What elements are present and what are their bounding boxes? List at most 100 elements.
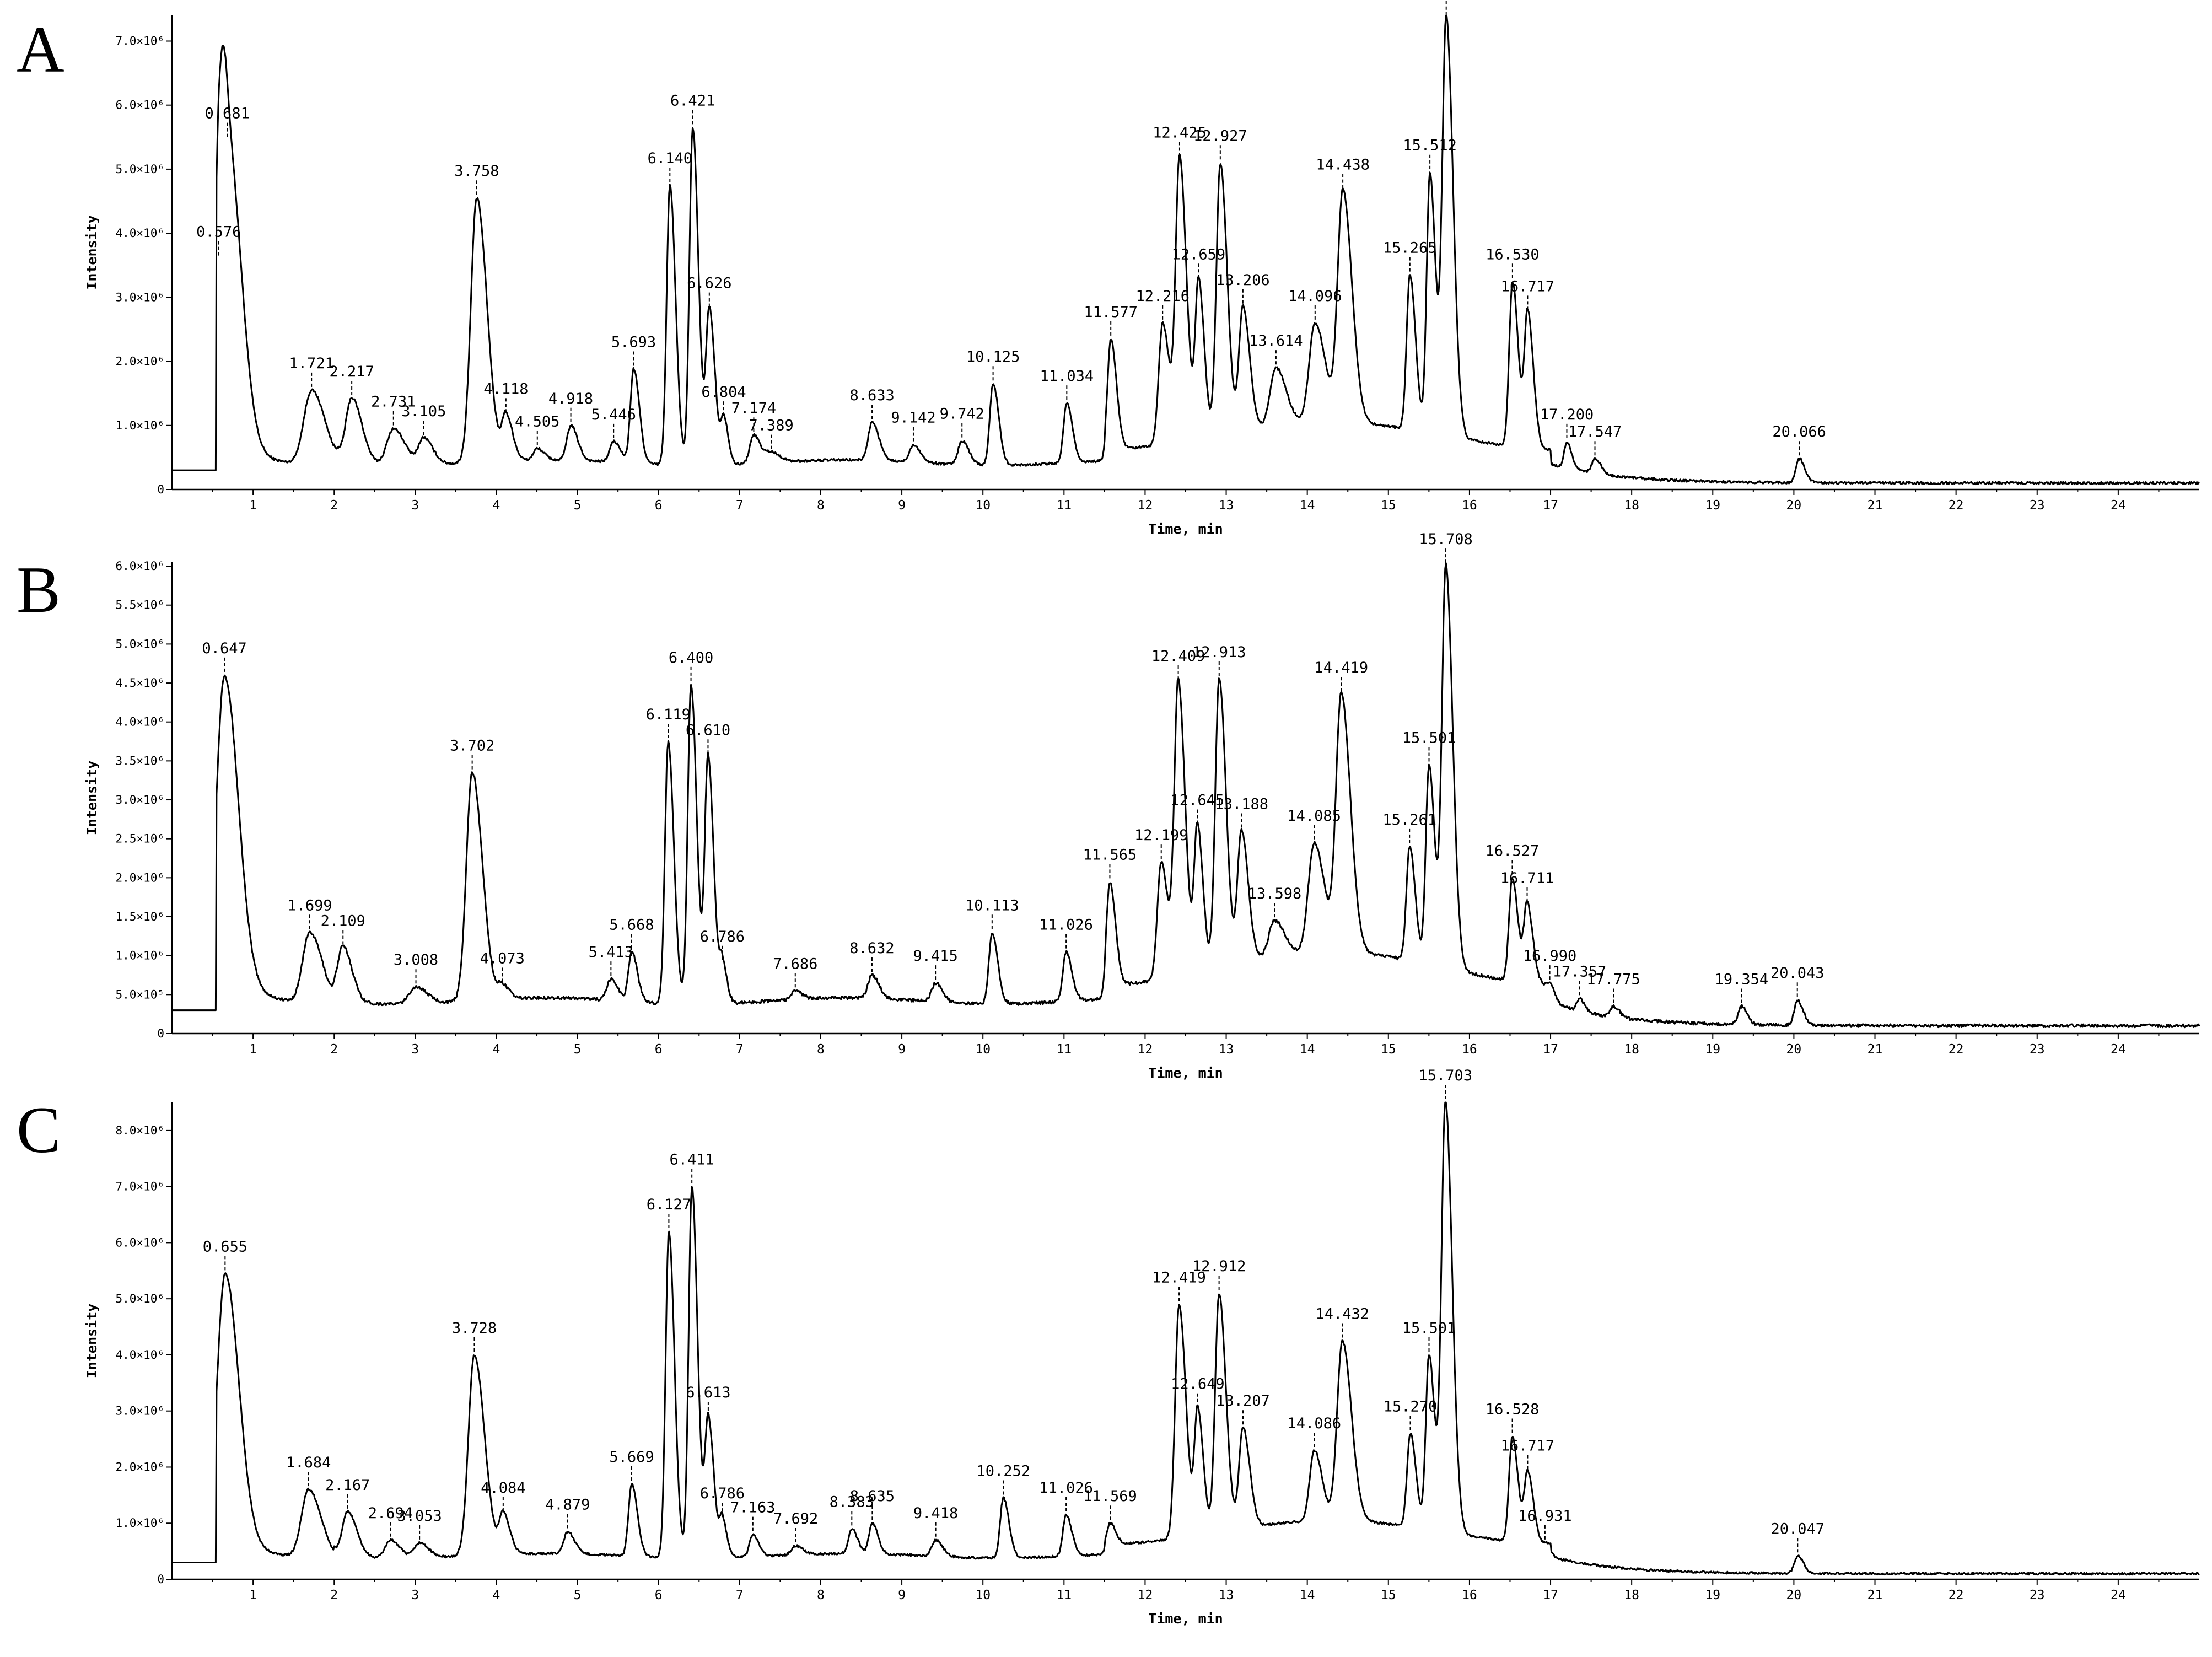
peak-label: 14.432: [1315, 1306, 1369, 1323]
x-tick-label: 16: [1462, 498, 1477, 513]
x-tick-label: 11: [1056, 1042, 1072, 1057]
peak-label: 3.702: [450, 738, 494, 755]
peak-label: 15.265: [1383, 240, 1437, 257]
x-tick-label: 10: [975, 1588, 991, 1602]
peak-label: 0.681: [205, 105, 250, 122]
x-tick-label: 17: [1543, 498, 1558, 513]
peak-label: 8.633: [849, 387, 894, 404]
x-tick-label: 4: [493, 1042, 500, 1057]
peak-label: 12.425: [1153, 124, 1207, 141]
y-tick-label: 2.0×10⁶: [115, 355, 164, 368]
x-tick-label: 8: [817, 1042, 825, 1057]
peak-label: 14.085: [1287, 808, 1341, 825]
peak-label: 2.109: [321, 913, 365, 930]
y-tick-label: 5.0×10⁶: [115, 637, 164, 650]
x-tick-label: 5: [574, 1042, 582, 1057]
peak-label: 6.610: [686, 722, 730, 739]
x-tick-label: 20: [1786, 1588, 1802, 1602]
chromatogram-panel-c: C1 2 3 4 5 6 7 8 9 10 11 12 13 14 15 16 17 18 19 20 21 22 23 24…: [17, 1067, 2200, 1627]
peak-label: 14.438: [1316, 157, 1370, 174]
y-tick-label: 3.0×10⁶: [115, 1405, 164, 1418]
peak-label: 16.530: [1486, 246, 1540, 263]
peak-label: 12.927: [1193, 127, 1247, 144]
x-tick-label: 23: [2030, 1042, 2045, 1057]
y-axis-title: Intensity: [84, 1304, 100, 1378]
peak-label: 5.446: [591, 406, 636, 423]
x-tick-label: 15: [1381, 1042, 1396, 1057]
x-tick-label: 16: [1462, 1042, 1477, 1057]
peak-label: 5.669: [609, 1449, 654, 1466]
peak-label: 15.501: [1402, 1320, 1456, 1337]
y-tick-label: 8.0×10⁶: [115, 1124, 164, 1137]
peak-label: 20.047: [1771, 1520, 1825, 1537]
x-tick-label: 21: [1867, 498, 1883, 513]
peak-label: 13.614: [1249, 332, 1303, 349]
x-tick-label: 9: [898, 1588, 906, 1602]
x-axis-title: Time, min: [1148, 1065, 1223, 1081]
y-tick-label: 5.0×10⁶: [115, 1292, 164, 1305]
x-tick-label: 22: [1949, 1042, 1964, 1057]
peak-label: 13.598: [1248, 885, 1302, 902]
peak-label: 14.086: [1288, 1415, 1342, 1432]
y-tick-label: 5.0×10⁵: [115, 988, 164, 1001]
peak-label: 13.207: [1216, 1392, 1270, 1409]
peak-label: 15.261: [1382, 811, 1436, 828]
peak-label: 20.043: [1770, 965, 1825, 982]
peak-label: 11.026: [1039, 917, 1093, 934]
x-tick-label: 7: [736, 1588, 744, 1602]
peak-label: 14.419: [1315, 659, 1369, 676]
peak-label: 4.879: [545, 1497, 590, 1514]
x-tick-label: 12: [1138, 498, 1153, 513]
y-tick-label: 4.0×10⁶: [115, 715, 164, 729]
x-tick-label: 14: [1300, 498, 1315, 513]
x-tick-label: 20: [1786, 1042, 1802, 1057]
peak-label: 1.699: [287, 897, 332, 914]
peak-label: 17.357: [1553, 963, 1607, 980]
y-tick-label: 3.5×10⁶: [115, 754, 164, 767]
peak-label: 0.647: [202, 640, 247, 657]
peak-label: 5.693: [611, 334, 656, 351]
chromatogram-trace: [172, 562, 2200, 1029]
x-tick-label: 14: [1300, 1588, 1315, 1602]
peak-label: 6.119: [646, 706, 691, 723]
y-tick-label: 5.5×10⁶: [115, 599, 164, 612]
peak-label: 8.383: [830, 1493, 874, 1510]
peak-label: 6.613: [686, 1384, 730, 1401]
peak-label: 8.632: [849, 940, 894, 957]
peak-label: 6.804: [701, 384, 746, 401]
x-tick-label: 24: [2111, 1042, 2126, 1057]
x-tick-label: 5: [574, 498, 582, 513]
y-tick-label: 7.0×10⁶: [115, 1180, 164, 1193]
peak-label: 2.694: [368, 1505, 413, 1522]
peak-label: 1.721: [289, 355, 334, 372]
peak-label: 3.728: [452, 1320, 497, 1337]
peak-label: 20.066: [1772, 423, 1826, 440]
x-tick-label: 12: [1138, 1588, 1153, 1602]
peak-label: 3.105: [401, 403, 446, 420]
peak-label: 7.174: [731, 400, 776, 417]
peak-label: 7.692: [773, 1510, 818, 1527]
peak-label: 7.163: [730, 1499, 775, 1516]
x-axis-title: Time, min: [1148, 521, 1223, 537]
peak-label: 11.569: [1083, 1488, 1137, 1505]
panel-letter: B: [17, 553, 61, 626]
x-tick-label: 23: [2030, 498, 2045, 513]
peak-label: 6.626: [687, 275, 731, 292]
peak-label: 4.118: [483, 380, 528, 397]
x-tick-label: 17: [1543, 1588, 1558, 1602]
y-tick-label: 3.0×10⁶: [115, 290, 164, 304]
peak-label: 9.142: [891, 410, 935, 427]
peak-label: 12.409: [1151, 648, 1205, 665]
peak-label: 12.645: [1171, 792, 1225, 809]
y-axis-title: Intensity: [84, 215, 100, 289]
peak-label: 15.270: [1384, 1398, 1438, 1415]
x-tick-label: 17: [1543, 1042, 1558, 1057]
peak-label: 10.125: [966, 348, 1020, 365]
peak-label: 5.413: [589, 944, 633, 961]
x-tick-label: 22: [1949, 498, 1964, 513]
peak-label: 11.026: [1039, 1480, 1093, 1497]
x-tick-label: 11: [1056, 498, 1072, 513]
peak-label: 11.565: [1083, 846, 1137, 863]
peak-label: 6.411: [670, 1152, 714, 1169]
y-tick-label: 6.0×10⁶: [115, 559, 164, 573]
